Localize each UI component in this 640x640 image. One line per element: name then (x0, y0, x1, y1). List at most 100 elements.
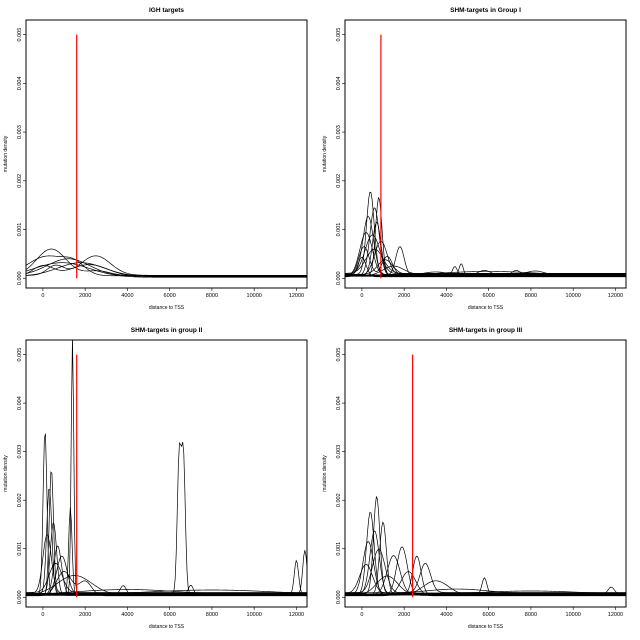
y-tick-label: 0.003 (17, 445, 23, 459)
x-axis-label: distance to TSS (149, 305, 185, 311)
density-line-16 (345, 588, 626, 595)
y-tick-label: 0.000 (17, 271, 23, 285)
x-axis-label: distance to TSS (468, 305, 504, 311)
x-tick-label: 12000 (289, 612, 304, 618)
y-tick-label: 0.004 (336, 396, 342, 410)
chart-title: SHM-targets in Group I (450, 7, 521, 14)
x-tick-label: 8000 (525, 293, 537, 299)
x-tick-label: 0 (360, 612, 363, 618)
x-axis-label: distance to TSS (149, 624, 185, 630)
series-group (345, 495, 626, 597)
x-tick-label: 2000 (79, 612, 91, 618)
y-axis-label: mutation density (3, 135, 9, 172)
y-tick-label: 0.005 (17, 28, 23, 42)
series-group (26, 248, 307, 278)
x-tick-label: 4000 (121, 293, 133, 299)
density-line-1 (26, 248, 307, 277)
x-tick-label: 6000 (164, 293, 176, 299)
density-line-10 (345, 562, 626, 593)
y-tick-label: 0.003 (336, 445, 342, 459)
x-tick-label: 0 (41, 612, 44, 618)
chart-title: SHM-targets in group III (449, 327, 523, 334)
density-line-10 (26, 563, 307, 593)
y-tick-label: 0.001 (336, 542, 342, 556)
density-line-4 (345, 216, 626, 276)
density-line-18 (345, 271, 626, 277)
x-tick-label: 8000 (525, 612, 537, 618)
x-tick-label: 2000 (398, 293, 410, 299)
x-tick-label: 12000 (289, 293, 304, 299)
density-line-5 (345, 541, 626, 596)
y-tick-label: 0.005 (336, 348, 342, 362)
density-line-2 (26, 433, 307, 595)
x-tick-label: 10000 (566, 612, 581, 618)
density-line-5 (26, 507, 307, 596)
y-tick-label: 0.005 (17, 348, 23, 362)
y-tick-label: 0.002 (17, 493, 23, 507)
x-tick-label: 6000 (164, 612, 176, 618)
y-tick-label: 0.000 (336, 590, 342, 604)
chart-title: IGH targets (149, 7, 184, 14)
density-line-7 (345, 548, 626, 594)
density-line-3 (26, 258, 307, 277)
density-line-4 (26, 489, 307, 595)
density-line-7 (26, 262, 307, 278)
y-tick-label: 0.000 (17, 590, 23, 604)
y-tick-label: 0.002 (336, 174, 342, 188)
x-tick-label: 8000 (206, 612, 218, 618)
density-line-6 (26, 264, 307, 278)
y-tick-label: 0.003 (17, 125, 23, 139)
series-group (26, 340, 307, 597)
y-tick-label: 0.005 (336, 28, 342, 42)
y-tick-label: 0.001 (336, 223, 342, 237)
density-line-18 (345, 580, 626, 596)
series-group (345, 191, 626, 278)
y-tick-label: 0.002 (336, 493, 342, 507)
x-tick-label: 4000 (121, 612, 133, 618)
density-line-11 (345, 257, 626, 278)
x-tick-label: 0 (41, 293, 44, 299)
x-tick-label: 4000 (440, 612, 452, 618)
x-tick-label: 10000 (247, 293, 262, 299)
y-axis-label: mutation density (3, 455, 9, 492)
y-tick-label: 0.001 (17, 542, 23, 556)
x-tick-label: 2000 (79, 293, 91, 299)
plot-frame (25, 19, 308, 289)
y-tick-label: 0.004 (17, 396, 23, 410)
density-line-16 (26, 550, 307, 595)
y-tick-label: 0.000 (336, 271, 342, 285)
density-line-12 (345, 259, 626, 275)
density-line-17 (345, 265, 626, 277)
y-tick-label: 0.004 (336, 76, 342, 90)
density-line-7 (26, 534, 307, 594)
x-tick-label: 8000 (206, 293, 218, 299)
density-line-11 (345, 571, 626, 597)
x-tick-label: 4000 (440, 293, 452, 299)
x-tick-label: 12000 (608, 293, 623, 299)
plot-frame (344, 339, 627, 608)
density-line-1 (345, 191, 626, 275)
x-tick-label: 6000 (483, 293, 495, 299)
x-tick-label: 0 (360, 293, 363, 299)
x-axis-label: distance to TSS (468, 624, 504, 630)
density-line-2 (345, 196, 626, 276)
density-line-15 (345, 586, 626, 595)
chart-panel-3: SHM-targets in group II 0 2000 4000 6000 8000… (3, 327, 308, 630)
y-tick-label: 0.002 (17, 174, 23, 188)
x-tick-label: 10000 (566, 293, 581, 299)
density-line-11 (26, 571, 307, 597)
y-axis-label: mutation density (322, 135, 328, 172)
x-tick-label: 10000 (247, 612, 262, 618)
density-line-2 (345, 512, 626, 595)
x-tick-label: 2000 (398, 612, 410, 618)
density-line-7 (345, 234, 626, 275)
y-tick-label: 0.001 (17, 223, 23, 237)
y-tick-label: 0.004 (17, 76, 23, 90)
plot-frame (344, 19, 627, 289)
density-line-3 (345, 521, 626, 596)
chart-title: SHM-targets in group II (131, 327, 203, 334)
y-tick-label: 0.003 (336, 125, 342, 139)
plot-frame (25, 339, 308, 608)
chart-panel-1: IGH targets 0 2000 4000 6000 8000 10000 12000 0.… (3, 7, 308, 311)
